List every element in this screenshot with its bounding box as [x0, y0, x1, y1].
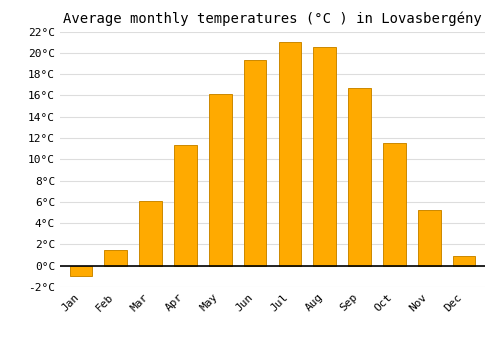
Bar	[209, 94, 232, 266]
Bar	[453, 256, 475, 266]
Bar	[244, 60, 266, 266]
Bar	[418, 210, 440, 266]
Bar	[174, 145, 197, 266]
Bar	[278, 42, 301, 266]
Bar	[104, 250, 127, 266]
Bar	[348, 88, 371, 266]
Bar	[70, 266, 92, 276]
Bar	[383, 143, 406, 266]
Title: Average monthly temperatures (°C ) in Lovasbergény: Average monthly temperatures (°C ) in Lo…	[63, 12, 482, 26]
Bar	[314, 48, 336, 266]
Bar	[140, 201, 162, 266]
